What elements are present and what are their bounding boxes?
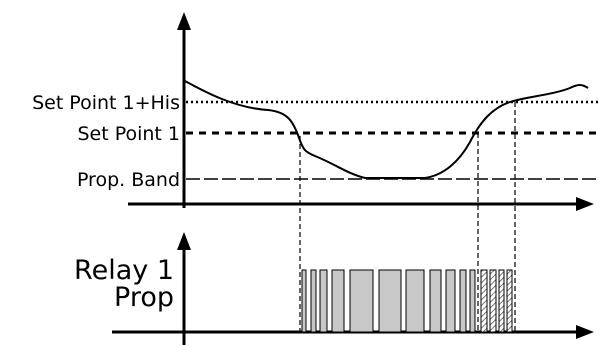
upper-y-axis-arrow: [177, 12, 191, 30]
relay-pulse: [445, 269, 456, 333]
relay-label-line1: Relay 1: [74, 255, 174, 286]
relay-pulse: [331, 269, 345, 333]
relay-pulse-hatched: [498, 269, 505, 333]
relay-pulse-hatched: [489, 269, 497, 333]
lower-x-axis-arrow: [576, 325, 594, 339]
relay-pulse: [310, 269, 317, 333]
relay-pulse: [349, 269, 374, 333]
relay-pulse: [459, 269, 467, 333]
process-value-curve: [184, 80, 589, 179]
setpoint-his-label: Set Point 1+His: [32, 92, 180, 114]
setpoint-label: Set Point 1: [77, 123, 180, 145]
relay-pulse: [378, 269, 402, 333]
upper-x-axis-arrow: [576, 197, 594, 211]
relay-pulse-hatched: [506, 269, 513, 333]
relay-label-line2: Prop: [114, 282, 174, 313]
relay-pulse: [469, 269, 476, 333]
relay-pulse: [405, 269, 425, 333]
relay-pulses: [301, 269, 513, 333]
relay-pulse: [301, 269, 307, 333]
prop-band-label: Prop. Band: [77, 169, 180, 191]
lower-y-axis-arrow: [177, 232, 191, 250]
relay-pulse-hatched: [480, 269, 488, 333]
relay-pulse: [319, 269, 328, 333]
relay-pulse: [429, 269, 442, 333]
